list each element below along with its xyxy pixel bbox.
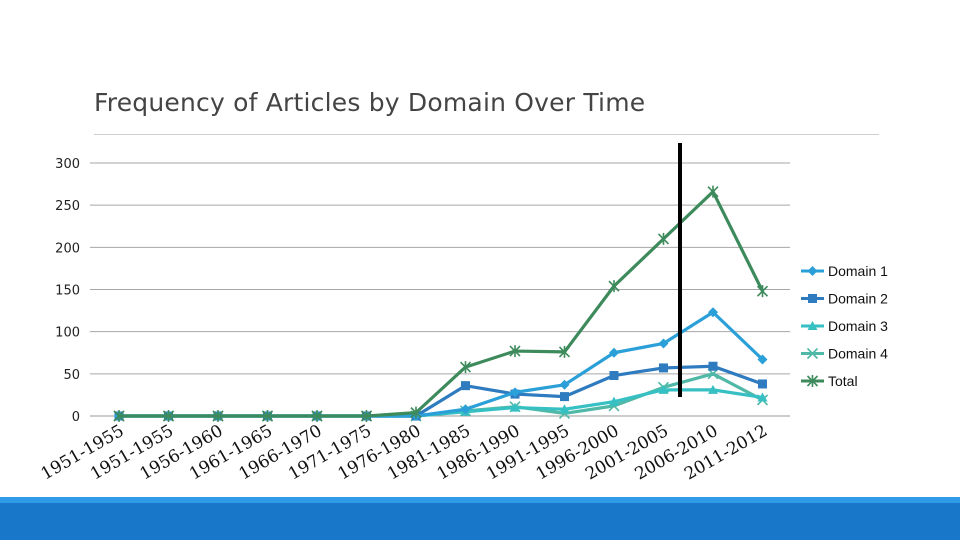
series-total [113, 185, 769, 422]
legend-item: Domain 2 [801, 291, 888, 307]
series-line [119, 190, 764, 418]
point-star [212, 410, 224, 422]
legend-item: Domain 3 [801, 318, 888, 334]
point-star [459, 361, 472, 374]
legend: Domain 1 Domain 2 Domain 3 Domain 4 Total [801, 263, 888, 389]
series-lines [113, 185, 769, 422]
point-square [758, 379, 767, 389]
title-divider [94, 134, 879, 135]
point-square [708, 361, 718, 371]
point-star [657, 232, 670, 245]
point-star [410, 406, 422, 419]
legend-label: Total [828, 373, 858, 389]
y-tick-label: 50 [63, 368, 80, 383]
point-diamond [658, 338, 669, 349]
legend-label: Domain 2 [828, 291, 888, 307]
legend-item: Domain 1 [801, 263, 888, 279]
y-tick-label: 200 [55, 241, 80, 256]
footer-stripe [0, 497, 960, 503]
legend-label: Domain 1 [828, 263, 888, 279]
point-star [756, 285, 769, 298]
point-square [808, 294, 817, 303]
point-triangle [609, 396, 619, 406]
y-axis-ticks: 0 50 100 150 200 250 300 [55, 157, 80, 425]
point-triangle [658, 384, 669, 394]
y-tick-label: 0 [72, 410, 80, 425]
point-star [707, 185, 719, 198]
point-star [360, 410, 373, 422]
point-triangle [807, 321, 818, 330]
point-star [806, 375, 819, 387]
gridlines [90, 162, 790, 417]
point-diamond [807, 266, 818, 276]
point-star [558, 345, 571, 358]
point-diamond [609, 347, 619, 358]
y-tick-label: 100 [55, 326, 80, 341]
y-tick-label: 250 [55, 199, 80, 214]
point-square [560, 392, 569, 402]
point-diamond [510, 387, 520, 398]
point-star [311, 410, 323, 422]
point-diamond [460, 404, 471, 415]
y-tick-label: 300 [55, 157, 80, 172]
x-axis-ticks: 1951-19551951-19551956-19601961-19651966… [38, 421, 771, 484]
series-domain-1 [114, 307, 768, 421]
point-x [806, 347, 819, 360]
point-diamond [559, 379, 570, 390]
point-diamond [708, 307, 718, 318]
point-square [659, 363, 668, 373]
series-line [119, 372, 764, 418]
point-triangle [510, 402, 520, 412]
footer-bar [0, 497, 960, 540]
point-star [162, 410, 175, 422]
point-square [609, 371, 619, 381]
point-star [509, 345, 521, 358]
legend-item: Total [801, 373, 858, 389]
chart-title: Frequency of Articles by Domain Over Tim… [94, 88, 646, 117]
point-triangle [559, 404, 570, 414]
legend-label: Domain 3 [828, 318, 888, 334]
point-diamond [757, 354, 768, 365]
point-square [461, 381, 470, 391]
point-triangle [708, 384, 718, 394]
point-triangle [757, 392, 768, 402]
legend-item: Domain 4 [801, 346, 888, 362]
y-tick-label: 150 [55, 284, 80, 299]
point-star [608, 280, 620, 293]
legend-label: Domain 4 [828, 346, 888, 362]
point-star [113, 410, 125, 422]
point-star [261, 410, 274, 422]
